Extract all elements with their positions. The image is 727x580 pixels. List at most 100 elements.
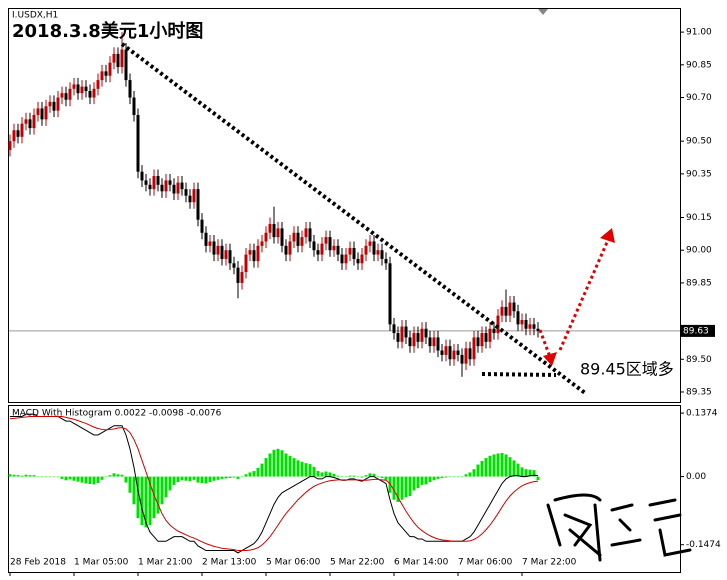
histogram-bar — [240, 476, 244, 478]
histogram-bar — [12, 474, 16, 477]
histogram-bar — [316, 471, 320, 477]
support-line — [481, 372, 557, 377]
candle-body — [136, 114, 140, 172]
histogram-bar — [124, 476, 128, 483]
histogram-bar — [164, 476, 168, 498]
x-tick-label: 5 Mar 06:00 — [266, 558, 321, 568]
histogram-bar — [160, 476, 164, 505]
candle-body — [452, 350, 456, 360]
histogram-bar — [64, 476, 68, 481]
histogram-bar — [148, 476, 152, 526]
candle-body — [108, 62, 112, 76]
candle-body — [116, 53, 120, 68]
histogram-bar — [336, 475, 340, 477]
candle-body — [224, 250, 228, 259]
histogram-bar — [432, 476, 436, 481]
histogram-bar — [396, 476, 400, 503]
candle-body — [44, 106, 48, 120]
candle-body — [56, 97, 60, 111]
x-tick-label: 28 Feb 2018 — [10, 558, 66, 568]
histogram-bar — [56, 476, 60, 478]
plot-layer: 91.00 90.85 90.70 90.50 90.35 90.15 90.00 89.85… — [8, 28, 721, 576]
candle-body — [148, 184, 152, 190]
macd-title: MACD With Histogram 0.0022 -0.0098 -0.00… — [12, 409, 222, 419]
candle-body — [372, 241, 376, 255]
candle-body — [264, 232, 268, 242]
candle-body — [60, 93, 64, 98]
candle-body — [348, 248, 352, 255]
candle-body — [180, 182, 184, 190]
histogram-bar — [152, 476, 156, 519]
histogram-bar — [104, 476, 108, 478]
candle-body — [432, 337, 436, 347]
histogram-bar — [256, 467, 260, 477]
candle-body — [244, 254, 248, 273]
y-tick-label: 0.00 — [686, 472, 706, 482]
x-tick-label: 6 Mar 14:00 — [394, 558, 449, 568]
candle-body — [176, 182, 180, 194]
histogram-bar — [372, 473, 376, 477]
arrow-head — [600, 228, 615, 243]
candle-body — [420, 328, 424, 342]
histogram-bar — [416, 476, 420, 489]
histogram-bar — [292, 458, 296, 477]
histogram-bar — [280, 450, 284, 477]
histogram-bar — [296, 460, 300, 477]
candle-body — [464, 348, 468, 364]
histogram-bar — [224, 476, 228, 479]
candle-body — [16, 130, 20, 137]
candle-body — [424, 328, 428, 338]
histogram-bar — [252, 471, 256, 477]
histogram-bar — [116, 474, 120, 477]
histogram-bar — [100, 476, 104, 480]
histogram-bar — [68, 476, 72, 480]
candle-body — [168, 180, 172, 185]
histogram-bar — [212, 476, 216, 481]
symbol: I.USDX,H1 — [12, 11, 58, 21]
histogram-bar — [392, 476, 396, 500]
candle-body — [132, 97, 136, 115]
candle-body — [240, 272, 244, 283]
histogram-bar — [228, 476, 232, 478]
histogram-bar — [128, 476, 132, 493]
candle-body — [396, 333, 400, 342]
y-tick-label: 90.00 — [686, 246, 712, 256]
candle-body — [504, 306, 508, 316]
histogram-bar — [48, 476, 52, 478]
candle-body — [272, 224, 276, 238]
arrow-down — [538, 329, 552, 358]
candle-body — [404, 326, 408, 338]
candle-body — [428, 337, 432, 347]
histogram-bar — [96, 476, 100, 484]
candle-body — [288, 241, 292, 255]
candle-body — [172, 184, 176, 194]
histogram-bar — [364, 475, 368, 477]
macd-line — [9, 415, 539, 552]
candle-body — [192, 189, 196, 203]
candle-body — [364, 245, 368, 255]
candle-body — [24, 119, 28, 124]
candle-body — [376, 250, 380, 255]
histogram-bar — [16, 475, 20, 477]
candle-body — [160, 184, 164, 192]
x-tick-label: 5 Mar 22:00 — [330, 558, 385, 568]
candle-body — [268, 224, 272, 233]
candle-body — [484, 333, 488, 342]
candle-body — [456, 350, 460, 355]
x-tick-label: 1 Mar 21:00 — [138, 558, 193, 568]
candle-body — [292, 232, 296, 242]
histogram-bar — [428, 476, 432, 483]
candle-body — [88, 91, 92, 98]
candle-body — [156, 176, 160, 185]
histogram-bar — [368, 473, 372, 477]
arrow-up — [558, 239, 610, 351]
histogram-bar — [496, 453, 500, 477]
candle-body — [448, 346, 452, 360]
candle-body — [196, 189, 200, 220]
candle-body — [152, 176, 156, 190]
x-tick-label: 7 Mar 06:00 — [458, 558, 513, 568]
histogram-bar — [500, 453, 504, 477]
candle-body — [200, 219, 204, 233]
candle-body — [324, 237, 328, 244]
x-tick-label: 1 Mar 05:00 — [74, 558, 129, 568]
